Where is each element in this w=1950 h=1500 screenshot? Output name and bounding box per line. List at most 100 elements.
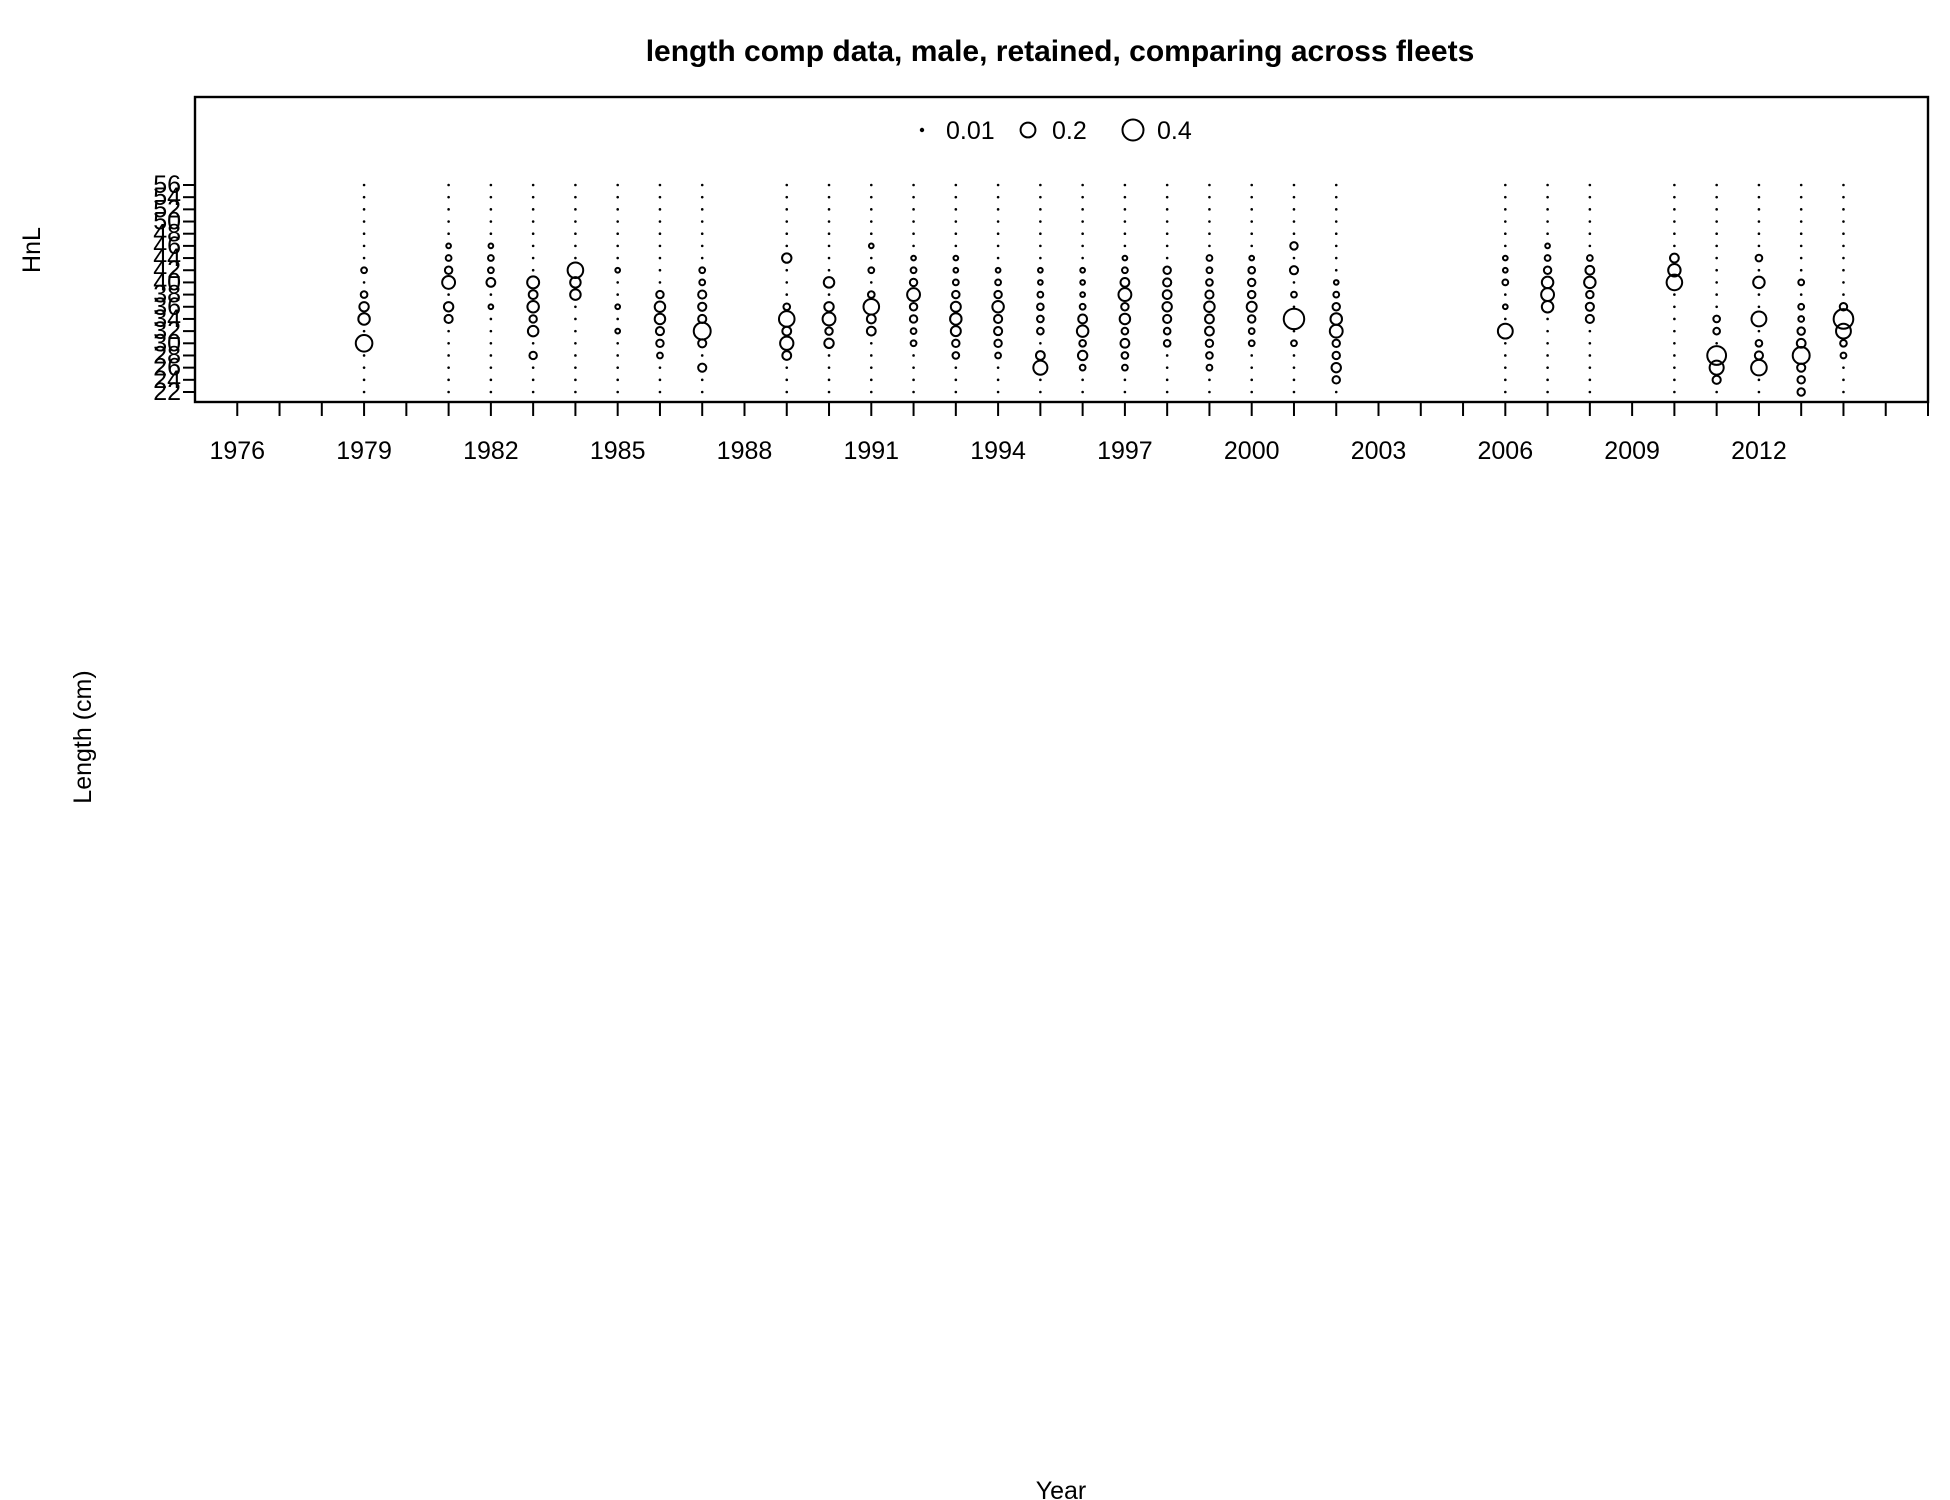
bubble-1990-36 xyxy=(823,301,835,313)
bubble-layer xyxy=(354,183,1855,397)
y-tick-label-40: 40 xyxy=(153,268,181,296)
bubble-1995-40 xyxy=(1037,279,1044,286)
bubble-1983-50 xyxy=(531,220,535,223)
bubble-2000-48 xyxy=(1250,232,1254,236)
bubble-2010-34 xyxy=(1673,317,1676,321)
bubble-2012-34 xyxy=(1750,310,1768,328)
bubble-1992-52 xyxy=(912,208,915,211)
y-tick-label-34: 34 xyxy=(153,305,181,333)
bubble-2002-28 xyxy=(1331,350,1341,361)
bubble-2010-50 xyxy=(1673,220,1676,223)
bubble-1986-34 xyxy=(653,312,667,326)
bubble-1997-34 xyxy=(1118,312,1132,326)
bubble-1997-38 xyxy=(1117,287,1133,303)
bubble-2001-52 xyxy=(1292,208,1296,211)
bubble-1985-54 xyxy=(616,195,619,199)
y-tick-label-56: 56 xyxy=(153,171,181,199)
bubble-1993-36 xyxy=(949,300,962,313)
bubble-2014-48 xyxy=(1842,232,1845,236)
bubble-1994-50 xyxy=(996,220,1000,223)
bubble-2002-48 xyxy=(1334,232,1338,236)
bubble-1987-24 xyxy=(700,378,704,382)
bubble-2002-22 xyxy=(1334,390,1338,394)
bubble-1989-46 xyxy=(785,244,789,248)
bubble-1999-48 xyxy=(1208,232,1211,236)
bubble-1985-30 xyxy=(616,341,619,345)
bubble-1982-36 xyxy=(487,303,495,311)
bubble-1999-36 xyxy=(1203,300,1216,314)
bubble-2013-40 xyxy=(1797,278,1806,287)
bubble-2011-36 xyxy=(1715,305,1718,309)
bubble-2000-34 xyxy=(1246,314,1257,324)
bubble-1983-26 xyxy=(531,366,535,369)
bubble-2012-30 xyxy=(1754,338,1764,348)
bubble-1995-44 xyxy=(1039,256,1042,260)
bubble-2012-44 xyxy=(1754,253,1764,263)
bubble-2010-28 xyxy=(1673,354,1676,357)
bubble-2008-54 xyxy=(1588,195,1592,199)
bubble-1986-52 xyxy=(658,208,662,211)
bubble-1989-50 xyxy=(785,220,789,223)
bubble-1981-40 xyxy=(441,274,457,290)
bubble-1991-26 xyxy=(869,366,873,369)
bubble-2006-48 xyxy=(1504,232,1507,236)
bubble-1995-54 xyxy=(1039,195,1042,199)
bubble-2013-56 xyxy=(1799,183,1803,187)
bubble-1990-54 xyxy=(827,195,831,199)
y-tick-label-38: 38 xyxy=(153,281,181,309)
bubble-2010-24 xyxy=(1673,378,1676,382)
bubble-1993-32 xyxy=(949,325,962,338)
bubble-2007-36 xyxy=(1540,300,1555,314)
bubble-1991-38 xyxy=(866,290,876,299)
bubble-1991-50 xyxy=(869,220,873,223)
bubble-1996-22 xyxy=(1081,390,1084,394)
bubble-1999-26 xyxy=(1205,363,1214,372)
bubble-2002-50 xyxy=(1334,220,1338,223)
bubble-1979-48 xyxy=(362,232,366,236)
y-tick-label-54: 54 xyxy=(153,183,181,211)
bubble-2002-34 xyxy=(1329,312,1343,326)
bubble-2011-52 xyxy=(1715,208,1718,211)
bubble-2008-24 xyxy=(1588,378,1592,382)
bubble-2000-44 xyxy=(1248,254,1256,262)
bubble-1985-22 xyxy=(616,390,619,394)
bubble-2011-48 xyxy=(1715,232,1718,236)
y-tick-label-36: 36 xyxy=(153,293,181,321)
bubble-2000-26 xyxy=(1250,366,1254,369)
bubble-2000-36 xyxy=(1245,300,1258,313)
bubble-2000-52 xyxy=(1250,208,1254,211)
bubble-2006-38 xyxy=(1504,293,1507,296)
bubble-2007-52 xyxy=(1546,208,1549,211)
bubble-1981-44 xyxy=(444,254,453,262)
bubble-1995-24 xyxy=(1039,378,1042,382)
bubble-1979-42 xyxy=(360,266,368,275)
bubble-1993-44 xyxy=(952,254,960,262)
bubble-1989-24 xyxy=(785,378,789,382)
size-legend: 0.01 0.2 0.4 xyxy=(919,117,1192,145)
bubble-2000-38 xyxy=(1246,289,1257,300)
y-tick-label-28: 28 xyxy=(153,341,181,369)
bubble-1993-38 xyxy=(951,289,961,300)
x-tick-label-1976: 1976 xyxy=(209,437,265,465)
bubble-1983-44 xyxy=(531,256,535,260)
bubble-2008-48 xyxy=(1588,232,1592,236)
bubble-1997-52 xyxy=(1123,208,1127,211)
bubble-2014-32 xyxy=(1835,322,1852,340)
bubble-2001-48 xyxy=(1292,232,1296,236)
bubble-2007-56 xyxy=(1546,183,1549,187)
bubble-2000-22 xyxy=(1250,390,1254,394)
bubble-2000-42 xyxy=(1247,265,1257,275)
x-tick-label-2009: 2009 xyxy=(1604,437,1660,465)
x-tick-label-1991: 1991 xyxy=(843,437,899,465)
bubble-1983-46 xyxy=(531,244,535,248)
bubble-1983-42 xyxy=(531,268,535,272)
bubble-1994-38 xyxy=(993,289,1003,300)
bubble-2010-44 xyxy=(1668,252,1680,264)
bubble-2014-46 xyxy=(1842,244,1845,248)
bubble-1990-46 xyxy=(827,244,831,248)
bubble-1992-22 xyxy=(912,390,915,394)
bubble-1996-42 xyxy=(1079,266,1086,274)
bubble-2008-32 xyxy=(1588,329,1592,333)
bubble-1985-42 xyxy=(614,266,622,274)
